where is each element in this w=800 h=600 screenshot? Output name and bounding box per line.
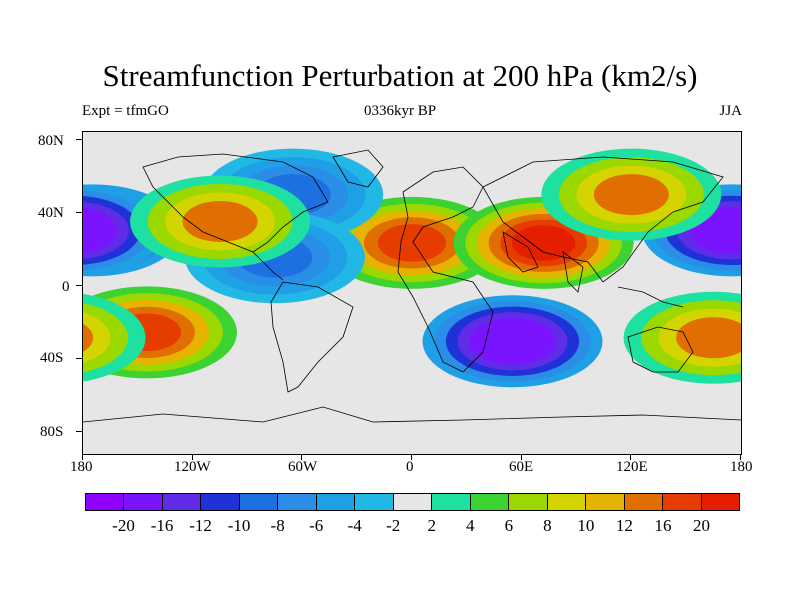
colorbar-swatch bbox=[316, 494, 356, 510]
x-tick-label: 60E bbox=[509, 459, 534, 475]
colorbar-swatch bbox=[162, 494, 202, 510]
map-panel bbox=[82, 131, 742, 455]
colorbar-swatch bbox=[355, 494, 394, 510]
colorbar-label: 12 bbox=[615, 516, 633, 535]
x-tick bbox=[630, 454, 632, 460]
colorbar-swatch bbox=[239, 494, 279, 510]
y-tick bbox=[76, 358, 82, 359]
colorbar-swatch bbox=[701, 494, 739, 510]
y-tick-label: 80N bbox=[38, 133, 64, 149]
x-tick bbox=[82, 454, 83, 460]
y-tick bbox=[76, 285, 82, 286]
colorbar-label: -10 bbox=[227, 516, 251, 535]
colorbar-label: 4 bbox=[466, 516, 475, 535]
x-tick-label: 120W bbox=[174, 459, 211, 475]
season-label: JJA bbox=[719, 103, 742, 119]
contour-band bbox=[511, 225, 576, 261]
x-tick-label: 120E bbox=[616, 459, 648, 475]
contour-band bbox=[480, 323, 545, 359]
coastlines bbox=[83, 149, 741, 423]
colorbar-swatch bbox=[470, 494, 510, 510]
x-tick bbox=[520, 454, 522, 460]
y-tick bbox=[76, 431, 82, 432]
colorbar-label: 2 bbox=[427, 516, 437, 535]
colorbar-label: -8 bbox=[270, 516, 285, 535]
colorbar-label: 20 bbox=[692, 516, 710, 535]
time-label: 0336kyr BP bbox=[363, 103, 437, 119]
colorbar-swatch bbox=[278, 494, 317, 510]
contour-band bbox=[593, 174, 669, 216]
y-tick-label: 80S bbox=[40, 424, 64, 440]
colorbar-label: -6 bbox=[309, 516, 324, 535]
colorbar-swatch bbox=[547, 494, 587, 510]
chart-title: Streamfunction Perturbation at 200 hPa (… bbox=[102, 58, 698, 93]
x-tick bbox=[740, 454, 741, 460]
colorbar-label: -4 bbox=[347, 516, 362, 535]
colorbar-swatch bbox=[624, 494, 664, 510]
contour-band bbox=[182, 200, 258, 242]
colorbar-label: -16 bbox=[150, 516, 174, 535]
x-tick-label: 180 bbox=[70, 459, 93, 475]
y-tick bbox=[76, 212, 82, 213]
contour-band bbox=[83, 213, 106, 248]
contour-band bbox=[676, 317, 741, 359]
colorbar-label: -12 bbox=[189, 516, 212, 535]
colorbar bbox=[85, 493, 740, 511]
x-tick bbox=[411, 454, 412, 460]
colorbar-swatch bbox=[201, 494, 240, 510]
x-tick bbox=[301, 454, 303, 460]
colorbar-label: -20 bbox=[112, 516, 135, 535]
x-tick-label: 180 bbox=[730, 459, 753, 475]
colorbar-swatch bbox=[86, 494, 125, 510]
contour-band bbox=[83, 312, 111, 363]
colorbar-label: 10 bbox=[577, 516, 595, 535]
y-tick-label: 40N bbox=[38, 205, 64, 221]
colorbar-swatch bbox=[432, 494, 471, 510]
y-tick-label: 40S bbox=[40, 350, 64, 366]
x-tick-label: 0 bbox=[406, 459, 414, 475]
colorbar-swatch bbox=[393, 494, 433, 510]
colorbar-label: 16 bbox=[654, 516, 672, 535]
colorbar-label: 8 bbox=[543, 516, 552, 535]
colorbar-swatch bbox=[663, 494, 702, 510]
y-tick-label: 0 bbox=[62, 279, 70, 295]
colorbar-swatch bbox=[586, 494, 625, 510]
y-tick bbox=[76, 139, 82, 140]
x-tick-label: 60W bbox=[288, 459, 318, 475]
x-tick bbox=[191, 454, 193, 460]
contour-band bbox=[83, 323, 94, 352]
colorbar-label: 6 bbox=[504, 516, 514, 535]
colorbar-swatch bbox=[124, 494, 163, 510]
experiment-label: Expt = tfmGO bbox=[82, 103, 169, 119]
contour-band bbox=[700, 212, 741, 249]
contour-map bbox=[83, 132, 741, 454]
contour-field bbox=[83, 148, 741, 388]
colorbar-label: -2 bbox=[386, 516, 401, 535]
colorbar-swatch bbox=[509, 494, 548, 510]
contour-band bbox=[378, 224, 446, 262]
